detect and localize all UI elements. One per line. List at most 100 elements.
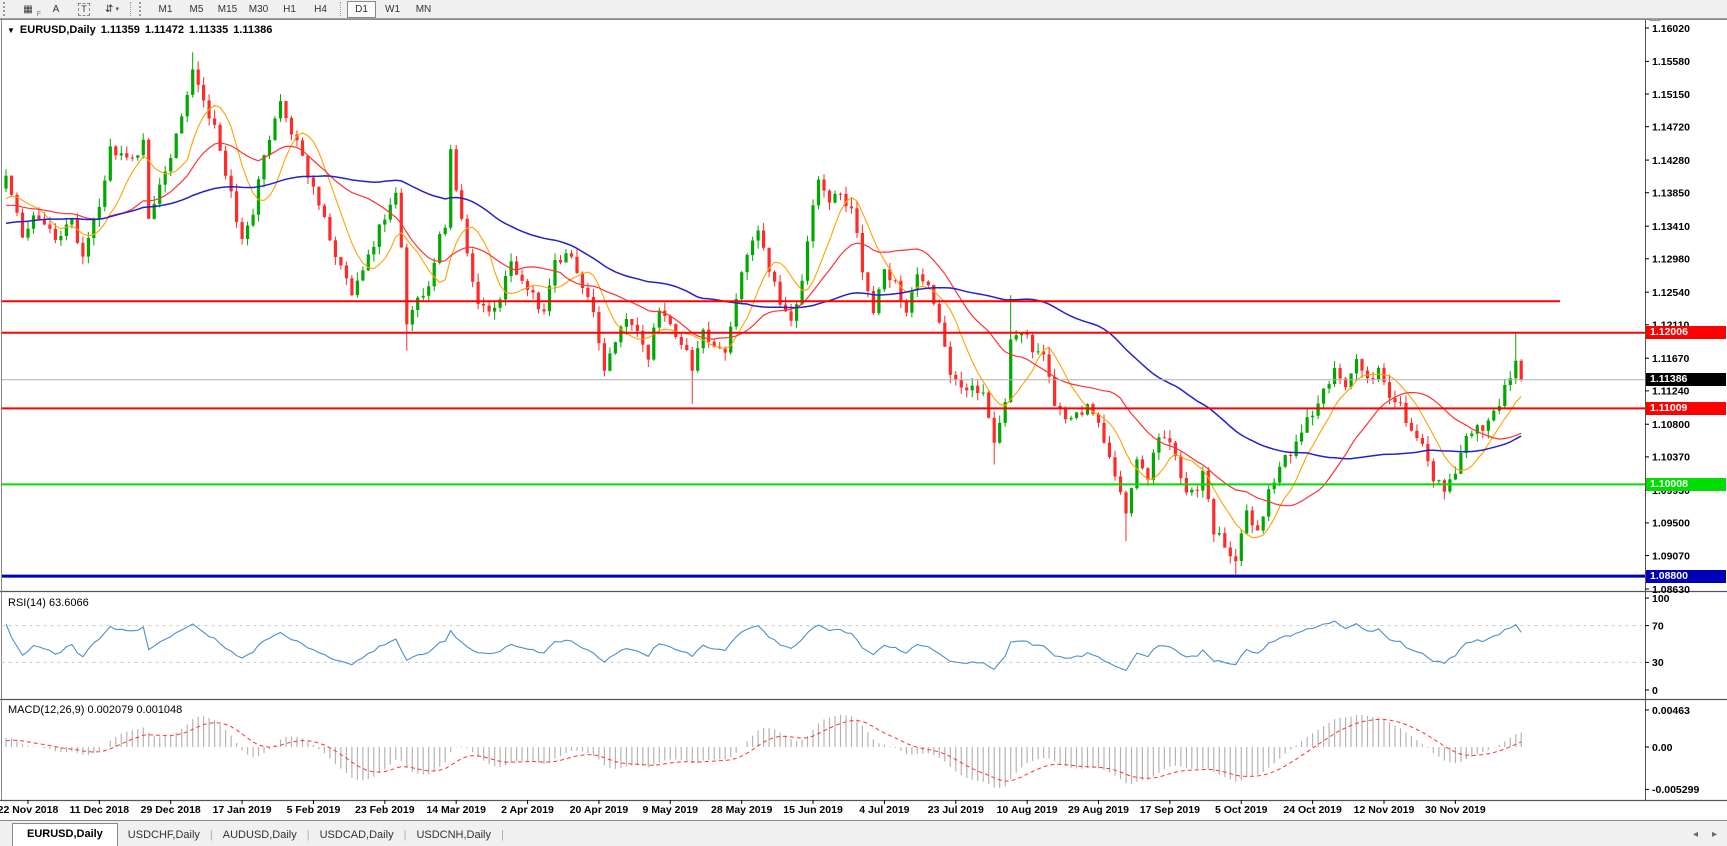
candle-down — [460, 190, 464, 219]
candle-down — [1393, 397, 1397, 403]
candle-down — [778, 281, 782, 305]
price-axis-label: 1.10800 — [1652, 419, 1690, 431]
candle-down — [405, 247, 409, 325]
ma-slow-line — [5, 175, 1522, 460]
candle-down — [948, 346, 952, 375]
candle-up — [729, 326, 733, 353]
candle-up — [696, 348, 700, 371]
candle-down — [1371, 378, 1375, 380]
toolbar-drag-handle[interactable] — [3, 2, 10, 16]
candle-down — [311, 177, 315, 187]
arrow-style-button[interactable]: ⇵ ▾ — [98, 0, 126, 18]
price-axis-label: 1.09500 — [1652, 518, 1690, 530]
candle-up — [624, 319, 628, 327]
candle-up — [756, 230, 760, 241]
textbox-button[interactable]: T — [70, 0, 98, 18]
timeframe-button-mn[interactable]: MN — [415, 3, 432, 15]
candle-down — [668, 316, 672, 325]
candle-up — [136, 155, 140, 158]
ohlc-low: 1.11335 — [189, 24, 229, 36]
candle-up — [981, 392, 985, 394]
candle-up — [1135, 459, 1139, 489]
price-axis-label: 1.15150 — [1652, 89, 1690, 101]
candle-down — [213, 118, 217, 125]
rsi-line — [5, 620, 1522, 672]
symbol-tab-eurusd[interactable]: EURUSD,Daily — [12, 823, 118, 846]
candle-up — [174, 133, 178, 158]
candle-down — [899, 280, 903, 302]
candle-down — [1047, 354, 1051, 377]
symbol-tab-usdchf[interactable]: USDCHF,Daily — [127, 829, 200, 841]
candle-down — [712, 341, 716, 347]
candle-down — [487, 305, 491, 312]
candle-up — [251, 214, 255, 226]
candle-down — [229, 175, 233, 192]
candle-down — [1064, 408, 1068, 420]
candle-down — [125, 153, 129, 158]
candle-up — [1514, 360, 1518, 379]
timeframe-button-m30[interactable]: M30 — [248, 3, 269, 15]
candle-down — [1124, 492, 1128, 514]
candle-down — [465, 218, 469, 254]
candle-up — [59, 236, 63, 241]
price-axis-label: 1.14280 — [1652, 155, 1690, 167]
tab-scroll-right-icon[interactable]: ▸ — [1711, 829, 1717, 840]
candle-down — [762, 230, 766, 248]
candle-up — [1217, 533, 1221, 535]
timeframe-button-h4[interactable]: H4 — [314, 3, 327, 15]
candle-down — [235, 191, 239, 222]
macd-axis-label: 0.00463 — [1652, 705, 1690, 717]
chart-dropdown-icon[interactable]: ▼ — [7, 25, 15, 35]
candle-down — [723, 348, 727, 353]
candle-up — [432, 263, 436, 287]
candle-up — [1036, 351, 1040, 353]
candle-up — [811, 205, 815, 242]
candle-down — [542, 309, 546, 312]
candle-up — [108, 146, 112, 181]
candle-up — [1503, 385, 1507, 407]
candle-down — [860, 233, 864, 273]
candle-up — [1349, 373, 1353, 388]
candle-up — [158, 184, 162, 204]
toolbar-drag-handle[interactable] — [139, 2, 146, 16]
symbol-tab-usdcnh[interactable]: USDCNH,Daily — [416, 829, 491, 841]
ohlc-close: 1.11386 — [233, 24, 273, 36]
candle-down — [1223, 533, 1227, 548]
time-axis-label: 15 Jun 2019 — [783, 804, 843, 816]
candle-up — [701, 329, 705, 349]
candle-up — [1020, 332, 1024, 336]
candle-up — [256, 179, 261, 215]
candle-up — [1283, 455, 1287, 467]
candle-up — [1014, 335, 1018, 340]
candle-down — [300, 140, 305, 156]
symbol-tab-audusd[interactable]: AUDUSD,Daily — [222, 829, 297, 841]
candle-up — [1311, 415, 1315, 418]
candle-down — [965, 387, 969, 391]
chart-canvas[interactable] — [1, 20, 1646, 800]
symbol-tab-usdcad[interactable]: USDCAD,Daily — [319, 829, 394, 841]
candle-down — [1173, 442, 1177, 456]
time-axis-label: 23 Jul 2019 — [928, 804, 984, 816]
candle-up — [498, 299, 502, 308]
grid-f-button[interactable]: ▦ F — [14, 0, 42, 19]
candle-down — [1179, 456, 1183, 479]
candle-down — [1344, 378, 1348, 388]
candle-down — [15, 194, 19, 213]
candle-up — [1448, 479, 1452, 492]
timeframe-button-w1[interactable]: W1 — [385, 3, 400, 15]
font-label-button[interactable]: A — [42, 0, 70, 18]
chevron-down-icon[interactable]: ▾ — [115, 6, 119, 13]
candle-down — [322, 205, 326, 217]
candle-up — [564, 253, 568, 263]
timeframe-button-m1[interactable]: M1 — [158, 3, 173, 15]
timeframe-button-d1[interactable]: D1 — [347, 0, 376, 18]
price-axis-label: 1.13850 — [1652, 188, 1690, 200]
candle-down — [476, 281, 480, 304]
candle-down — [1360, 359, 1364, 371]
timeframe-button-m5[interactable]: M5 — [189, 3, 204, 15]
tab-scroll-left-icon[interactable]: ◂ — [1692, 829, 1698, 840]
timeframe-button-h1[interactable]: H1 — [283, 3, 296, 15]
candle-up — [1316, 403, 1320, 416]
candle-down — [635, 324, 639, 331]
timeframe-button-m15[interactable]: M15 — [217, 3, 238, 15]
